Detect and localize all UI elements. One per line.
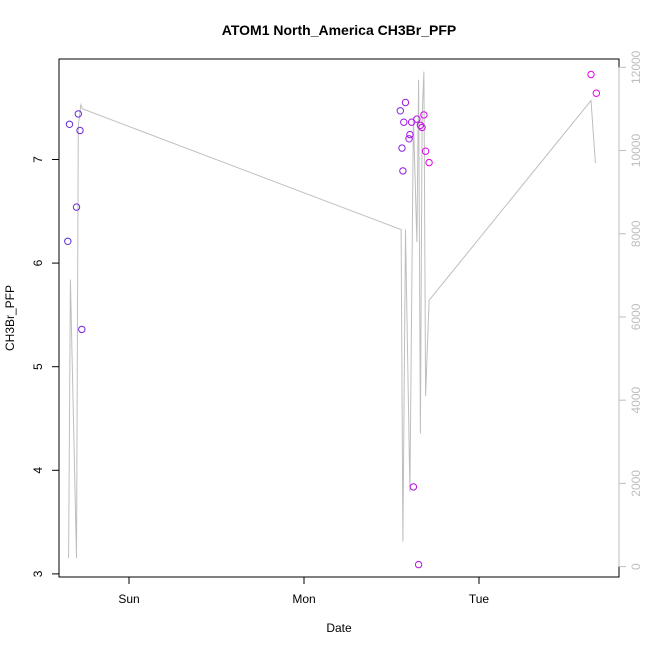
- data-point: [416, 121, 425, 130]
- right-tick-label: 6000: [629, 303, 643, 330]
- data-point: [406, 130, 414, 139]
- right-y-axis: 0 2000 4000 6000 8000 10000 12000: [618, 50, 643, 570]
- data-point: [401, 98, 410, 107]
- y-axis: 3 4 5 6 7: [31, 156, 60, 577]
- data-point: [587, 70, 595, 79]
- data-point: [407, 118, 416, 126]
- series-line: [68, 71, 596, 559]
- right-tick-label: 10000: [629, 134, 643, 168]
- data-point: [405, 135, 413, 143]
- y-tick-label: 6: [31, 259, 45, 266]
- data-point: [65, 120, 74, 129]
- data-point: [420, 111, 428, 119]
- y-tick-label: 4: [31, 467, 45, 474]
- right-tick-label: 8000: [629, 220, 643, 247]
- chart-title: ATOM1 North_America CH3Br_PFP: [222, 22, 456, 38]
- x-axis-label: Date: [326, 621, 352, 635]
- y-axis-label: CH3Br_PFP: [3, 285, 17, 351]
- data-point: [414, 560, 423, 569]
- data-point: [399, 167, 407, 175]
- right-tick-label: 12000: [629, 50, 643, 84]
- y-tick-label: 5: [31, 363, 45, 370]
- data-point: [74, 110, 83, 118]
- data-point: [64, 237, 72, 246]
- data-point: [78, 325, 86, 334]
- right-tick-label: 2000: [629, 470, 643, 497]
- data-point: [418, 123, 426, 132]
- data-point: [398, 144, 406, 152]
- data-point: [396, 107, 404, 115]
- data-point: [592, 89, 600, 97]
- x-tick-label: Sun: [118, 592, 139, 606]
- right-tick-label: 0: [629, 563, 643, 570]
- x-axis: Sun Mon Tue: [118, 576, 490, 606]
- points-layer: [64, 70, 600, 569]
- data-point: [421, 147, 430, 155]
- data-point: [400, 118, 408, 126]
- x-tick-label: Tue: [469, 592, 490, 606]
- data-point: [413, 115, 421, 123]
- data-point: [425, 158, 433, 167]
- y-tick-label: 7: [31, 156, 45, 163]
- right-tick-label: 4000: [629, 387, 643, 414]
- data-point: [76, 126, 84, 135]
- data-point: [409, 483, 418, 491]
- y-tick-label: 3: [31, 570, 45, 577]
- x-tick-label: Mon: [292, 592, 315, 606]
- line-layer: [68, 71, 596, 559]
- data-point: [72, 203, 81, 211]
